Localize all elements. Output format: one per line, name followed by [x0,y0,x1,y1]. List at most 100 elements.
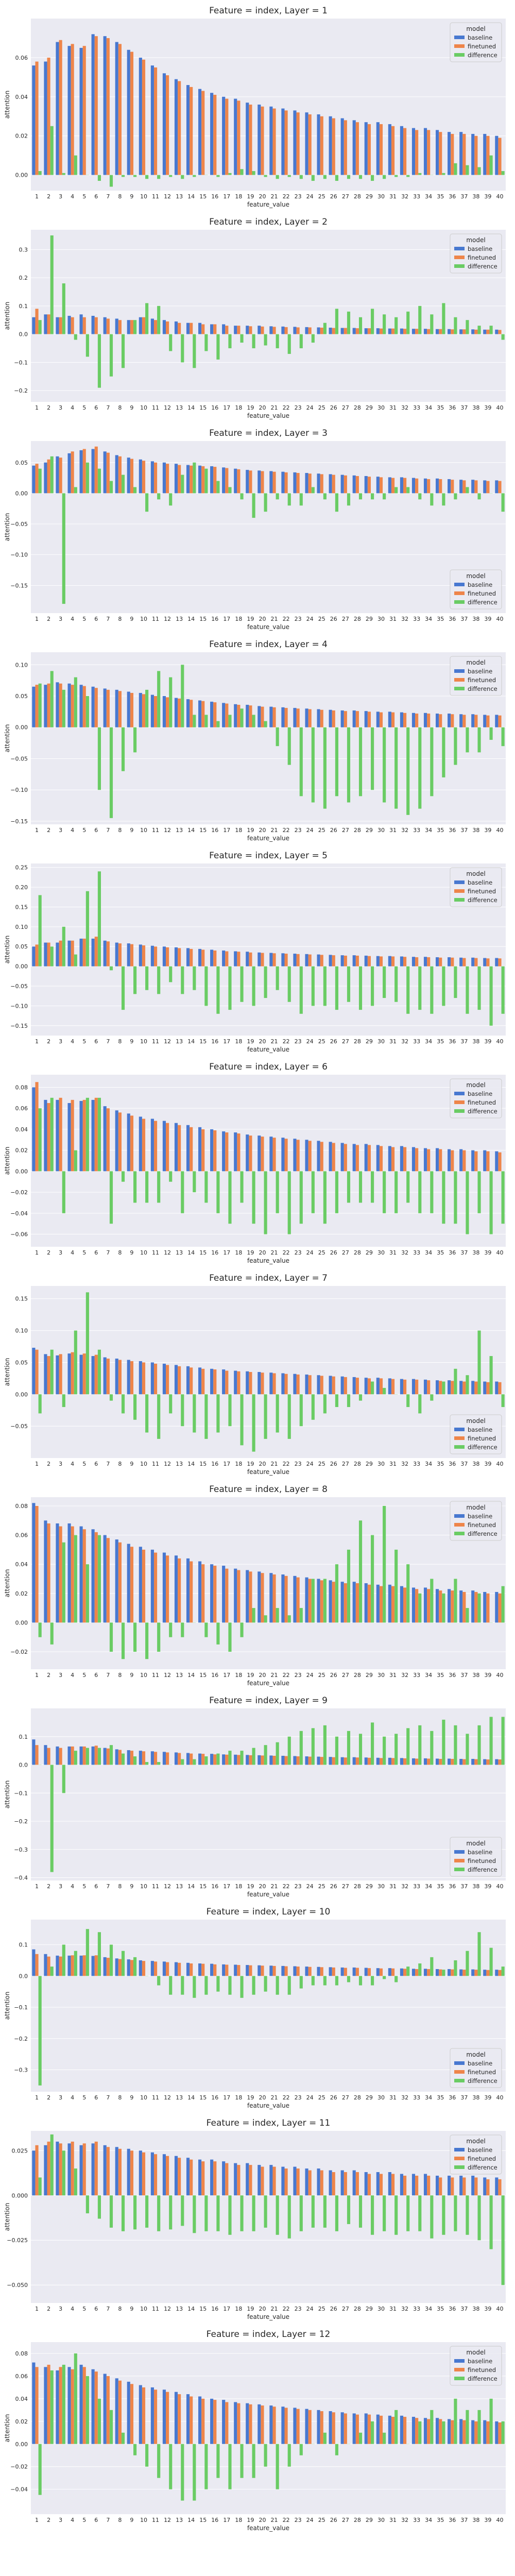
bar-difference-31 [394,1734,398,1765]
bar-baseline-40 [495,958,499,967]
bar-finetuned-34 [427,1380,431,1395]
legend-swatch-baseline [454,1850,465,1854]
bar-finetuned-12 [166,1555,169,1623]
legend-box [450,867,502,907]
bar-difference-17 [228,966,232,1010]
bar-difference-28 [358,1734,363,1765]
bar-difference-38 [477,1725,481,1765]
bar-baseline-24 [305,473,308,494]
bar-finetuned-28 [355,711,359,727]
bar-difference-30 [383,2195,386,2231]
bar-finetuned-38 [474,2177,478,2196]
bar-baseline-22 [281,2166,285,2196]
bar-baseline-11 [150,1961,154,1976]
bar-finetuned-19 [249,1372,252,1395]
legend-swatch-finetuned [454,2368,465,2371]
bar-finetuned-29 [367,1378,371,1395]
x-tick-label: 21 [271,1249,278,1256]
x-tick-label: 33 [413,1249,420,1256]
y-tick-label: 0.02 [15,133,28,140]
bar-finetuned-16 [213,2161,217,2196]
bar-difference-2 [50,2134,54,2196]
bar-difference-19 [252,966,255,1006]
x-tick-label: 31 [389,404,397,411]
bar-difference-39 [489,966,493,1026]
legend-box [450,2134,502,2175]
bar-difference-23 [299,334,303,348]
bar-finetuned-13 [178,2394,181,2444]
bar-difference-39 [489,2195,493,2249]
bar-baseline-31 [388,124,391,175]
bar-difference-1 [38,171,42,175]
x-tick-label: 26 [330,827,337,834]
x-tick-label: 20 [259,827,266,834]
bar-difference-24 [311,1394,315,1420]
y-tick-label: 0.0 [19,1973,28,1979]
bar-difference-6 [97,1535,101,1623]
x-tick-label: 14 [187,1672,195,1679]
bar-finetuned-21 [272,953,276,967]
x-tick-label: 39 [484,2517,491,2523]
x-tick-label: 4 [71,827,74,834]
bar-difference-29 [371,1381,374,1395]
bar-difference-15 [204,1394,208,1439]
bar-finetuned-40 [498,1593,502,1623]
bar-baseline-24 [305,1140,308,1172]
x-tick-label: 6 [94,827,98,834]
x-tick-label: 8 [118,1038,122,1045]
x-tick-label: 15 [199,827,207,834]
bar-finetuned-36 [451,1969,454,1976]
bar-finetuned-27 [344,2413,347,2444]
bar-difference-28 [358,966,363,1010]
bar-finetuned-25 [320,1376,323,1395]
y-tick-label: −0.05 [10,983,28,990]
bar-finetuned-4 [71,2141,74,2196]
bar-baseline-10 [139,459,142,494]
x-tick-label: 21 [271,1038,278,1045]
x-tick-label: 23 [295,1883,302,1890]
legend-label-baseline: baseline [468,1849,492,1856]
x-tick-label: 28 [354,404,361,411]
bar-finetuned-20 [261,1137,264,1172]
bar-difference-22 [287,334,291,354]
bar-baseline-9 [127,691,130,727]
legend-label-finetuned: finetuned [468,254,496,261]
bar-baseline-40 [495,135,499,175]
bar-baseline-39 [483,1759,487,1765]
bar-baseline-11 [150,945,154,967]
bar-difference-25 [323,1976,327,1986]
bar-baseline-21 [269,326,273,334]
bar-difference-20 [264,1171,267,1234]
bar-baseline-4 [67,940,71,967]
bar-baseline-13 [174,1365,178,1395]
x-axis-label: feature_value [247,412,289,419]
x-tick-label: 4 [71,1883,74,1890]
bar-baseline-10 [139,1116,142,1172]
bar-baseline-33 [411,1758,416,1765]
x-tick-label: 2 [47,1249,50,1256]
bar-finetuned-36 [451,714,454,727]
bar-finetuned-5 [82,686,86,727]
bar-baseline-29 [364,2172,368,2196]
bar-difference-33 [418,1593,422,1623]
bar-difference-29 [371,1976,374,1986]
x-tick-label: 20 [259,404,266,411]
bar-difference-4 [74,334,77,340]
x-tick-label: 22 [283,1038,290,1045]
bar-finetuned-40 [498,1759,502,1765]
bar-difference-40 [501,1394,505,1408]
y-tick-label: −0.2 [14,2036,28,2042]
bar-difference-36 [454,1171,457,1224]
x-tick-label: 17 [223,616,230,622]
bar-difference-3 [62,173,65,175]
bar-finetuned-11 [153,1363,158,1395]
x-tick-label: 25 [318,404,325,411]
x-tick-label: 35 [437,1883,444,1890]
bar-baseline-9 [127,943,130,967]
bar-difference-32 [406,487,410,494]
bar-finetuned-15 [201,1368,205,1395]
y-tick-label: 0.04 [15,1126,28,1133]
x-tick-label: 40 [496,404,503,411]
x-tick-label: 11 [152,1461,159,1467]
bar-finetuned-11 [153,2389,158,2444]
